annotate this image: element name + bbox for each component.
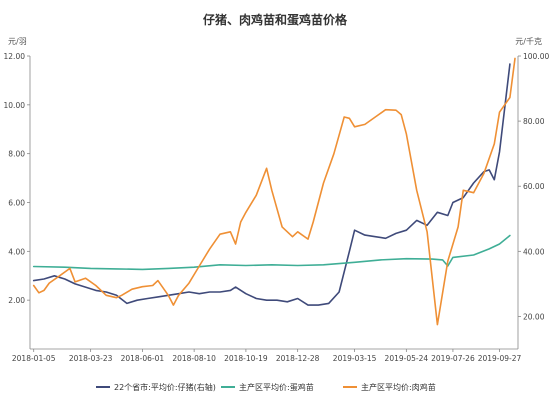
left-axis-ticks: 2.00 4.00 6.00 8.00 10.00 12.00 bbox=[4, 52, 30, 305]
x-tick-label: 2018-10-19 bbox=[224, 354, 268, 363]
left-tick-label: 10.00 bbox=[4, 101, 26, 110]
right-axis-unit: 元/千克 bbox=[515, 36, 542, 46]
left-tick-label: 8.00 bbox=[8, 150, 25, 159]
legend: 22个省市:平均价:仔猪(右轴) 主产区平均价:蛋鸡苗 主产区平均价:肉鸡苗 bbox=[96, 382, 436, 392]
x-tick-label: 2018-03-23 bbox=[69, 354, 113, 363]
left-tick-label: 6.00 bbox=[8, 199, 25, 208]
x-tick-label: 2018-06-01 bbox=[121, 354, 165, 363]
x-tick-label: 2019-09-27 bbox=[478, 354, 522, 363]
legend-label-broiler-chick: 主产区平均价:肉鸡苗 bbox=[361, 382, 436, 392]
x-tick-label: 2019-05-24 bbox=[385, 354, 429, 363]
series-line-broiler-chick bbox=[32, 57, 516, 326]
left-tick-label: 12.00 bbox=[4, 52, 26, 61]
left-tick-label: 2.00 bbox=[8, 296, 25, 305]
left-tick-label: 4.00 bbox=[8, 247, 25, 256]
right-tick-label: 20.00 bbox=[523, 312, 545, 321]
legend-label-piglet: 22个省市:平均价:仔猪(右轴) bbox=[114, 382, 216, 392]
series-layer bbox=[32, 57, 516, 326]
x-tick-label: 2018-12-28 bbox=[276, 354, 320, 363]
series-line-layer-chick bbox=[32, 234, 511, 271]
legend-label-layer-chick: 主产区平均价:蛋鸡苗 bbox=[239, 382, 314, 392]
chart-title: 仔猪、肉鸡苗和蛋鸡苗价格 bbox=[203, 12, 348, 27]
x-tick-label: 2018-08-10 bbox=[172, 354, 216, 363]
right-tick-label: 100.00 bbox=[523, 52, 549, 61]
left-axis-unit: 元/羽 bbox=[8, 37, 27, 46]
right-axis-ticks: 20.00 40.00 60.00 80.00 100.00 bbox=[518, 52, 549, 321]
x-tick-label: 2019-03-15 bbox=[333, 354, 377, 363]
right-tick-label: 60.00 bbox=[523, 182, 545, 191]
x-axis-ticks: 2018-01-05 2018-03-23 2018-06-01 2018-08-10… bbox=[12, 349, 522, 363]
x-tick-label: 2019-07-26 bbox=[431, 354, 475, 363]
right-tick-label: 80.00 bbox=[523, 117, 545, 126]
x-tick-label: 2018-01-05 bbox=[12, 354, 56, 363]
right-tick-label: 40.00 bbox=[523, 247, 545, 256]
